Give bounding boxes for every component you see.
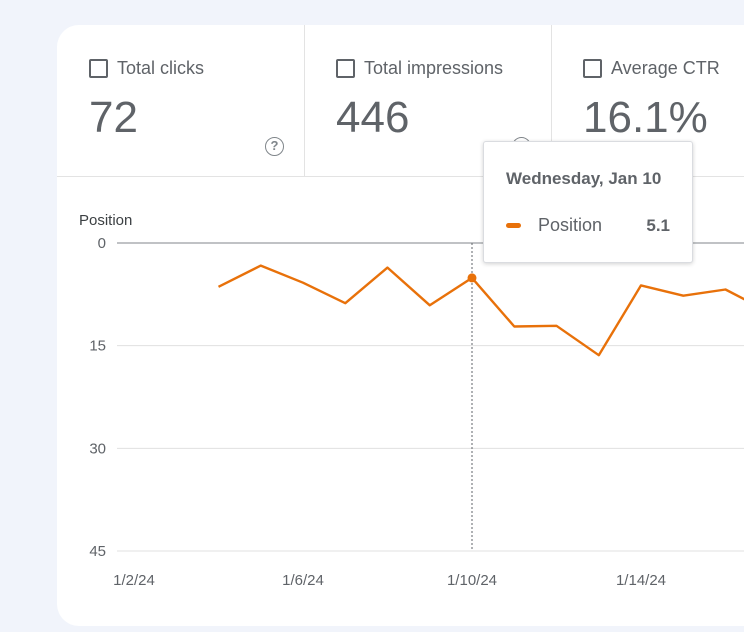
tooltip-series-value: 5.1 — [646, 216, 670, 235]
y-tick-label: 15 — [89, 338, 106, 355]
performance-card: Total clicks 72 ? Total impressions 446 … — [57, 25, 744, 626]
help-circle-icon[interactable]: ? — [265, 137, 284, 156]
tooltip-date: Wednesday, Jan 10 — [506, 169, 662, 188]
series-line-position — [217, 264, 744, 357]
metric-average-ctr[interactable]: Average CTR 16.1% — [551, 25, 744, 176]
tooltip-series-name: Position — [538, 215, 603, 235]
y-tick-label: 0 — [98, 235, 106, 252]
tooltip-series-swatch — [506, 223, 521, 228]
checkbox-total-clicks[interactable] — [89, 59, 108, 78]
metric-value: 16.1% — [583, 93, 708, 142]
x-tick-label: 1/10/24 — [447, 572, 497, 589]
x-tick-label: 1/6/24 — [282, 572, 324, 589]
metric-value: 446 — [336, 93, 410, 142]
y-tick-label: 30 — [89, 440, 106, 457]
metric-label: Total impressions — [364, 58, 504, 78]
y-tick-label: 45 — [89, 543, 106, 560]
metric-label: Average CTR — [611, 58, 720, 78]
x-tick-label: 1/14/24 — [616, 572, 666, 589]
metric-total-clicks[interactable]: Total clicks 72 ? — [57, 25, 305, 176]
x-tick-label: 1/2/24 — [113, 572, 155, 589]
metric-value: 72 — [89, 93, 138, 142]
position-line-chart: 0 15 30 45 1/2/24 1/6/24 1/10/24 1/14/24 — [89, 235, 744, 589]
y-axis-title: Position — [79, 212, 133, 229]
metric-label: Total clicks — [117, 58, 205, 78]
checkbox-average-ctr[interactable] — [583, 59, 602, 78]
chart-tooltip: Wednesday, Jan 10 Position 5.1 — [483, 141, 693, 263]
checkbox-total-impressions[interactable] — [336, 59, 355, 78]
metric-total-impressions[interactable]: Total impressions 446 ? — [304, 25, 552, 176]
divider — [57, 176, 744, 177]
highlight-point — [467, 273, 477, 283]
